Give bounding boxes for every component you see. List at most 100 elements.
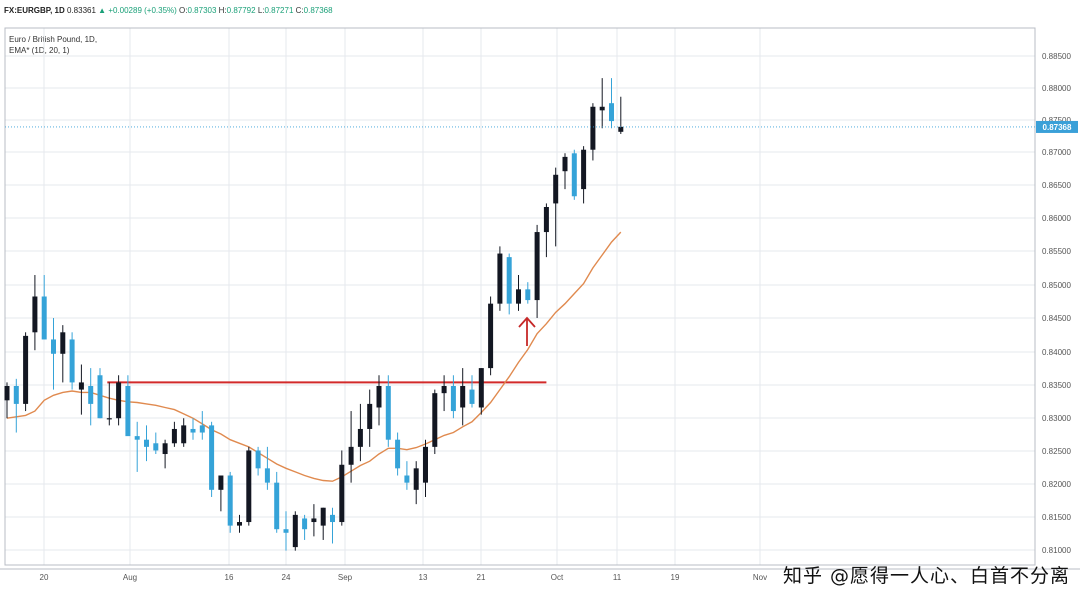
- low-value: 0.87271: [264, 6, 294, 15]
- chart-frame: [0, 27, 1080, 570]
- candle-body: [144, 439, 149, 447]
- candle-body: [376, 386, 382, 408]
- candle-body: [441, 386, 447, 394]
- candle-body: [97, 375, 103, 419]
- candle-body: [51, 339, 56, 354]
- y-tick-label: 0.81000: [1042, 546, 1071, 555]
- candle-body: [181, 425, 187, 444]
- candle-body: [237, 522, 242, 526]
- y-tick-label: 0.85000: [1042, 281, 1071, 290]
- candle-body: [609, 103, 614, 122]
- current-price-label: 0.87368: [1043, 123, 1072, 132]
- plot-border: [4, 27, 1036, 566]
- current-price-badge: [1036, 120, 1078, 133]
- candle-body: [69, 339, 75, 383]
- y-axis[interactable]: 0.88500 0.88000 0.87500 0.87000 0.86500 0.860…: [1036, 52, 1078, 555]
- candle-body: [32, 296, 38, 333]
- x-tick-label: Oct: [551, 573, 564, 582]
- candle-body: [116, 382, 122, 419]
- candle-body: [23, 335, 29, 404]
- candle-body: [320, 507, 326, 526]
- candle-body: [41, 296, 47, 340]
- y-tick-label: 0.85500: [1042, 247, 1071, 256]
- candle-body: [4, 386, 10, 401]
- candle-body: [339, 464, 345, 523]
- candle-body: [599, 106, 605, 111]
- candle-body: [246, 450, 252, 523]
- y-tick-label: 0.81500: [1042, 513, 1071, 522]
- candle-body: [506, 257, 512, 304]
- candle-body: [292, 514, 298, 548]
- y-tick-label: 0.84500: [1042, 314, 1071, 323]
- up-arrow-icon: [518, 316, 536, 328]
- candle-body: [581, 149, 587, 190]
- candle-body: [302, 518, 308, 530]
- y-tick-label: 0.86000: [1042, 214, 1071, 223]
- symbol-name: FX:EURGBP, 1D: [4, 6, 65, 15]
- high-value: 0.87792: [226, 6, 256, 15]
- candle-body: [516, 289, 521, 304]
- close-label: C:: [295, 6, 304, 15]
- ema-line-layer: [6, 231, 622, 482]
- y-tick-label: 0.82000: [1042, 480, 1071, 489]
- candle-body: [311, 518, 317, 523]
- candle-body: [88, 386, 94, 404]
- candle-body: [153, 443, 159, 451]
- candle-body: [209, 425, 215, 490]
- candle-body: [562, 156, 568, 172]
- candle-body: [543, 207, 549, 233]
- x-tick-label: 16: [225, 573, 234, 582]
- x-tick-label: 20: [40, 573, 49, 582]
- candle-body: [78, 382, 84, 390]
- candle-body: [13, 386, 19, 404]
- high-label: H:: [218, 6, 227, 15]
- change-value: +0.00289 (+0.35%): [108, 6, 177, 15]
- close-value: 0.87368: [303, 6, 333, 15]
- candle-body: [478, 368, 484, 408]
- open-label: O:: [179, 6, 188, 15]
- candle-body: [395, 439, 401, 469]
- candle-body: [190, 428, 196, 433]
- last-price-header: 0.83361: [67, 6, 96, 15]
- x-tick-label: 13: [419, 573, 428, 582]
- candle-body: [525, 289, 531, 301]
- candle-body: [171, 428, 177, 444]
- candle-body: [385, 386, 391, 440]
- candle-body: [283, 529, 289, 533]
- x-tick-label: 21: [477, 573, 486, 582]
- up-arrow-icon: ▲: [98, 6, 107, 15]
- candle-body: [450, 386, 456, 412]
- candle-body: [218, 475, 224, 490]
- x-tick-label: Sep: [338, 573, 353, 582]
- candle-body: [497, 253, 503, 304]
- ema-line: [6, 231, 622, 482]
- candle-body: [571, 153, 577, 197]
- candle-body: [348, 446, 354, 465]
- candle-body: [357, 428, 363, 447]
- candle-body: [134, 436, 140, 440]
- candle-body: [488, 303, 494, 369]
- candle-body: [227, 475, 233, 526]
- y-tick-label: 0.87500: [1042, 116, 1071, 125]
- candle-body: [432, 393, 438, 447]
- candle-body: [264, 468, 270, 483]
- ema-indicator-label[interactable]: EMA* (1D, 20, 1): [9, 46, 70, 55]
- y-tick-label: 0.88500: [1042, 52, 1071, 61]
- candle-body: [162, 443, 168, 455]
- candle-body: [469, 389, 475, 404]
- candle-body: [413, 468, 419, 490]
- candle-body: [618, 126, 624, 132]
- candle-body: [255, 450, 261, 469]
- candle-body: [330, 514, 335, 523]
- chart-legend: Euro / British Pound, 1D, EMA* (1D, 20, …: [9, 34, 97, 56]
- candle-body: [460, 386, 466, 408]
- candle-body: [404, 475, 410, 483]
- y-tick-label: 0.84000: [1042, 348, 1071, 357]
- annotation-layer: [5, 126, 1035, 346]
- candle-body: [60, 332, 66, 354]
- y-tick-label: 0.83000: [1042, 414, 1071, 423]
- candle-body: [534, 232, 540, 301]
- low-label: L:: [257, 6, 265, 15]
- x-axis[interactable]: 20 Aug 16 24 Sep 13 21 Oct 11 19 Nov: [40, 573, 768, 582]
